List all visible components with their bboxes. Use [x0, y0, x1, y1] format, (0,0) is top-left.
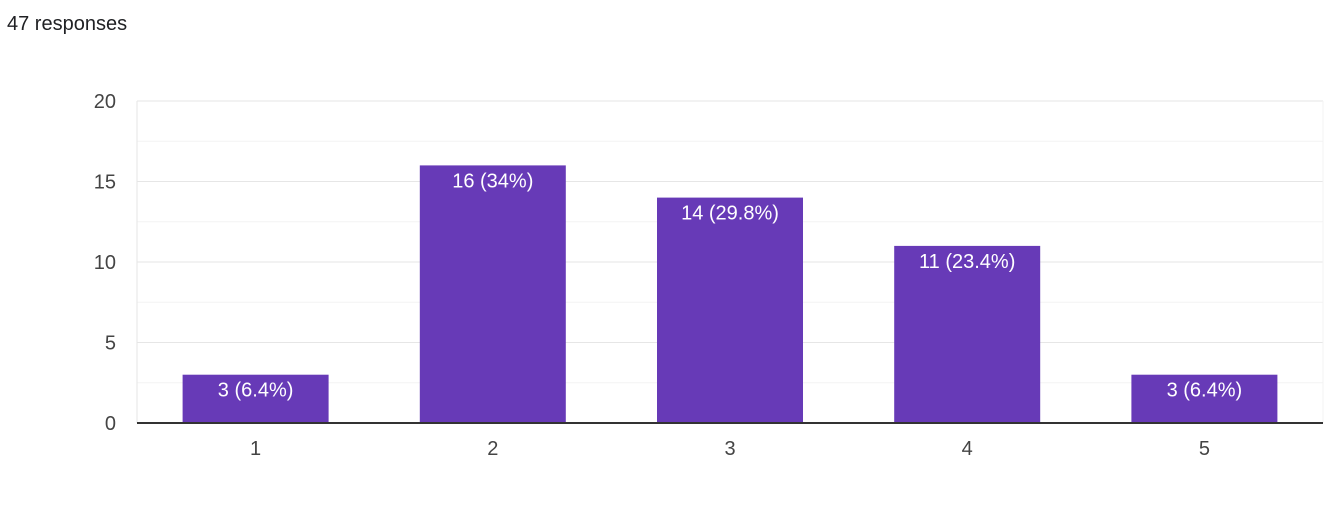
x-tick-label: 1	[250, 438, 261, 460]
bar-1	[182, 374, 329, 423]
x-axis-ticks: 1 2 3 4 5	[250, 438, 1210, 460]
x-tick-label: 3	[724, 438, 735, 460]
bar-data-label: 14 (29.8%)	[681, 203, 779, 225]
responses-count: 47 responses	[7, 13, 128, 35]
bar-data-label: 3 (6.4%)	[218, 380, 294, 402]
y-tick-label: 5	[105, 333, 116, 355]
bar-3	[657, 197, 803, 423]
bar-data-label: 3 (6.4%)	[1167, 380, 1243, 402]
bar-4	[894, 245, 1041, 423]
x-tick-label: 5	[1199, 438, 1210, 460]
bar-2	[419, 165, 566, 423]
x-tick-label: 2	[487, 438, 498, 460]
y-tick-label: 20	[94, 91, 116, 113]
bar-data-label: 16 (34%)	[452, 170, 533, 192]
bars: 3 (6.4%) 16 (34%) 14 (29.8%) 11 (23.4%) 3 (6…	[182, 165, 1278, 423]
bar-data-label: 11 (23.4%)	[919, 251, 1015, 273]
x-tick-label: 4	[962, 438, 973, 460]
y-axis-ticks: 0 5 10 15 20	[94, 91, 116, 435]
y-tick-label: 0	[105, 413, 116, 435]
y-tick-label: 10	[94, 252, 116, 274]
y-tick-label: 15	[94, 172, 116, 194]
bar-5	[1131, 374, 1278, 423]
